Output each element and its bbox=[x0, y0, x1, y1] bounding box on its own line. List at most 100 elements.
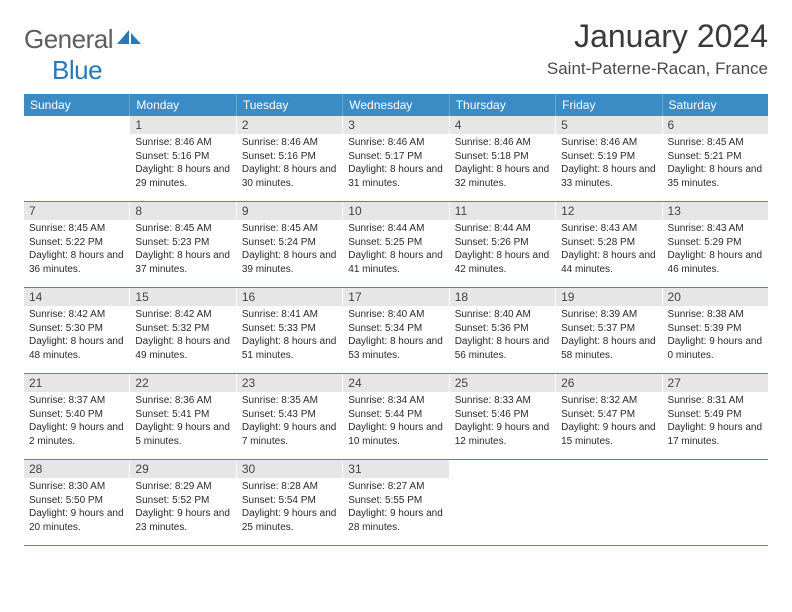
day-body: Sunrise: 8:45 AMSunset: 5:24 PMDaylight:… bbox=[237, 220, 342, 280]
day-cell: 30Sunrise: 8:28 AMSunset: 5:54 PMDayligh… bbox=[237, 460, 343, 545]
day-number: 30 bbox=[237, 460, 342, 478]
daylight-line: Daylight: 9 hours and 12 minutes. bbox=[455, 421, 550, 448]
sail-icon bbox=[115, 28, 143, 46]
day-number: 31 bbox=[343, 460, 448, 478]
day-cell: 28Sunrise: 8:30 AMSunset: 5:50 PMDayligh… bbox=[24, 460, 130, 545]
month-title: January 2024 bbox=[547, 18, 768, 55]
day-cell: 1Sunrise: 8:46 AMSunset: 5:16 PMDaylight… bbox=[130, 116, 236, 201]
sunset-line: Sunset: 5:41 PM bbox=[135, 408, 230, 422]
sunrise-line: Sunrise: 8:46 AM bbox=[242, 136, 337, 150]
dow-header-cell: Monday bbox=[130, 94, 236, 116]
day-cell: 19Sunrise: 8:39 AMSunset: 5:37 PMDayligh… bbox=[556, 288, 662, 373]
day-cell: 11Sunrise: 8:44 AMSunset: 5:26 PMDayligh… bbox=[450, 202, 556, 287]
sunset-line: Sunset: 5:16 PM bbox=[242, 150, 337, 164]
daylight-line: Daylight: 8 hours and 51 minutes. bbox=[242, 335, 337, 362]
sunset-line: Sunset: 5:49 PM bbox=[668, 408, 763, 422]
daylight-line: Daylight: 9 hours and 15 minutes. bbox=[561, 421, 656, 448]
day-number: 10 bbox=[343, 202, 448, 220]
day-number: 16 bbox=[237, 288, 342, 306]
sunset-line: Sunset: 5:37 PM bbox=[561, 322, 656, 336]
day-cell: 4Sunrise: 8:46 AMSunset: 5:18 PMDaylight… bbox=[450, 116, 556, 201]
sunrise-line: Sunrise: 8:37 AM bbox=[29, 394, 124, 408]
daylight-line: Daylight: 9 hours and 17 minutes. bbox=[668, 421, 763, 448]
header-row: GeneralBlue January 2024 Saint-Paterne-R… bbox=[24, 18, 768, 86]
sunset-line: Sunset: 5:28 PM bbox=[561, 236, 656, 250]
day-number: 3 bbox=[343, 116, 448, 134]
day-cell: 27Sunrise: 8:31 AMSunset: 5:49 PMDayligh… bbox=[663, 374, 768, 459]
dow-header-cell: Wednesday bbox=[343, 94, 449, 116]
daylight-line: Daylight: 8 hours and 37 minutes. bbox=[135, 249, 230, 276]
day-cell: 16Sunrise: 8:41 AMSunset: 5:33 PMDayligh… bbox=[237, 288, 343, 373]
weeks-container: 1Sunrise: 8:46 AMSunset: 5:16 PMDaylight… bbox=[24, 116, 768, 546]
day-cell: 29Sunrise: 8:29 AMSunset: 5:52 PMDayligh… bbox=[130, 460, 236, 545]
day-body: Sunrise: 8:43 AMSunset: 5:29 PMDaylight:… bbox=[663, 220, 768, 280]
sunset-line: Sunset: 5:39 PM bbox=[668, 322, 763, 336]
week-row: 28Sunrise: 8:30 AMSunset: 5:50 PMDayligh… bbox=[24, 460, 768, 546]
day-cell: 12Sunrise: 8:43 AMSunset: 5:28 PMDayligh… bbox=[556, 202, 662, 287]
day-cell: 24Sunrise: 8:34 AMSunset: 5:44 PMDayligh… bbox=[343, 374, 449, 459]
day-body: Sunrise: 8:36 AMSunset: 5:41 PMDaylight:… bbox=[130, 392, 235, 452]
day-cell: 15Sunrise: 8:42 AMSunset: 5:32 PMDayligh… bbox=[130, 288, 236, 373]
day-cell: 2Sunrise: 8:46 AMSunset: 5:16 PMDaylight… bbox=[237, 116, 343, 201]
day-body: Sunrise: 8:44 AMSunset: 5:25 PMDaylight:… bbox=[343, 220, 448, 280]
sunrise-line: Sunrise: 8:45 AM bbox=[242, 222, 337, 236]
daylight-line: Daylight: 9 hours and 23 minutes. bbox=[135, 507, 230, 534]
day-cell: 26Sunrise: 8:32 AMSunset: 5:47 PMDayligh… bbox=[556, 374, 662, 459]
day-cell: 10Sunrise: 8:44 AMSunset: 5:25 PMDayligh… bbox=[343, 202, 449, 287]
daylight-line: Daylight: 9 hours and 0 minutes. bbox=[668, 335, 763, 362]
sunrise-line: Sunrise: 8:28 AM bbox=[242, 480, 337, 494]
sunset-line: Sunset: 5:19 PM bbox=[561, 150, 656, 164]
day-cell: 5Sunrise: 8:46 AMSunset: 5:19 PMDaylight… bbox=[556, 116, 662, 201]
sunset-line: Sunset: 5:26 PM bbox=[455, 236, 550, 250]
daylight-line: Daylight: 8 hours and 41 minutes. bbox=[348, 249, 443, 276]
day-body: Sunrise: 8:43 AMSunset: 5:28 PMDaylight:… bbox=[556, 220, 661, 280]
day-number: 25 bbox=[450, 374, 555, 392]
day-number: 8 bbox=[130, 202, 235, 220]
day-cell-blank bbox=[663, 460, 768, 545]
day-cell: 20Sunrise: 8:38 AMSunset: 5:39 PMDayligh… bbox=[663, 288, 768, 373]
daylight-line: Daylight: 8 hours and 53 minutes. bbox=[348, 335, 443, 362]
daylight-line: Daylight: 9 hours and 7 minutes. bbox=[242, 421, 337, 448]
day-body: Sunrise: 8:37 AMSunset: 5:40 PMDaylight:… bbox=[24, 392, 129, 452]
daylight-line: Daylight: 9 hours and 20 minutes. bbox=[29, 507, 124, 534]
sunset-line: Sunset: 5:44 PM bbox=[348, 408, 443, 422]
sunset-line: Sunset: 5:46 PM bbox=[455, 408, 550, 422]
sunset-line: Sunset: 5:25 PM bbox=[348, 236, 443, 250]
sunset-line: Sunset: 5:21 PM bbox=[668, 150, 763, 164]
sunrise-line: Sunrise: 8:30 AM bbox=[29, 480, 124, 494]
sunset-line: Sunset: 5:55 PM bbox=[348, 494, 443, 508]
week-row: 14Sunrise: 8:42 AMSunset: 5:30 PMDayligh… bbox=[24, 288, 768, 374]
sunrise-line: Sunrise: 8:43 AM bbox=[561, 222, 656, 236]
day-body: Sunrise: 8:46 AMSunset: 5:18 PMDaylight:… bbox=[450, 134, 555, 194]
day-body: Sunrise: 8:38 AMSunset: 5:39 PMDaylight:… bbox=[663, 306, 768, 366]
sunrise-line: Sunrise: 8:27 AM bbox=[348, 480, 443, 494]
sunrise-line: Sunrise: 8:46 AM bbox=[561, 136, 656, 150]
sunset-line: Sunset: 5:36 PM bbox=[455, 322, 550, 336]
day-body: Sunrise: 8:46 AMSunset: 5:19 PMDaylight:… bbox=[556, 134, 661, 194]
sunrise-line: Sunrise: 8:45 AM bbox=[29, 222, 124, 236]
day-number: 1 bbox=[130, 116, 235, 134]
day-body: Sunrise: 8:29 AMSunset: 5:52 PMDaylight:… bbox=[130, 478, 235, 538]
sunrise-line: Sunrise: 8:34 AM bbox=[348, 394, 443, 408]
sunset-line: Sunset: 5:17 PM bbox=[348, 150, 443, 164]
sunrise-line: Sunrise: 8:40 AM bbox=[455, 308, 550, 322]
day-cell: 13Sunrise: 8:43 AMSunset: 5:29 PMDayligh… bbox=[663, 202, 768, 287]
day-cell: 22Sunrise: 8:36 AMSunset: 5:41 PMDayligh… bbox=[130, 374, 236, 459]
sunset-line: Sunset: 5:23 PM bbox=[135, 236, 230, 250]
day-cell: 17Sunrise: 8:40 AMSunset: 5:34 PMDayligh… bbox=[343, 288, 449, 373]
sunrise-line: Sunrise: 8:45 AM bbox=[135, 222, 230, 236]
day-body: Sunrise: 8:40 AMSunset: 5:36 PMDaylight:… bbox=[450, 306, 555, 366]
day-body: Sunrise: 8:39 AMSunset: 5:37 PMDaylight:… bbox=[556, 306, 661, 366]
day-body: Sunrise: 8:30 AMSunset: 5:50 PMDaylight:… bbox=[24, 478, 129, 538]
day-body: Sunrise: 8:45 AMSunset: 5:21 PMDaylight:… bbox=[663, 134, 768, 194]
day-body: Sunrise: 8:27 AMSunset: 5:55 PMDaylight:… bbox=[343, 478, 448, 538]
day-number: 29 bbox=[130, 460, 235, 478]
daylight-line: Daylight: 8 hours and 58 minutes. bbox=[561, 335, 656, 362]
day-number: 26 bbox=[556, 374, 661, 392]
calendar-page: GeneralBlue January 2024 Saint-Paterne-R… bbox=[0, 0, 792, 546]
day-body: Sunrise: 8:42 AMSunset: 5:32 PMDaylight:… bbox=[130, 306, 235, 366]
day-cell: 18Sunrise: 8:40 AMSunset: 5:36 PMDayligh… bbox=[450, 288, 556, 373]
sunset-line: Sunset: 5:22 PM bbox=[29, 236, 124, 250]
day-number: 22 bbox=[130, 374, 235, 392]
day-cell: 31Sunrise: 8:27 AMSunset: 5:55 PMDayligh… bbox=[343, 460, 449, 545]
